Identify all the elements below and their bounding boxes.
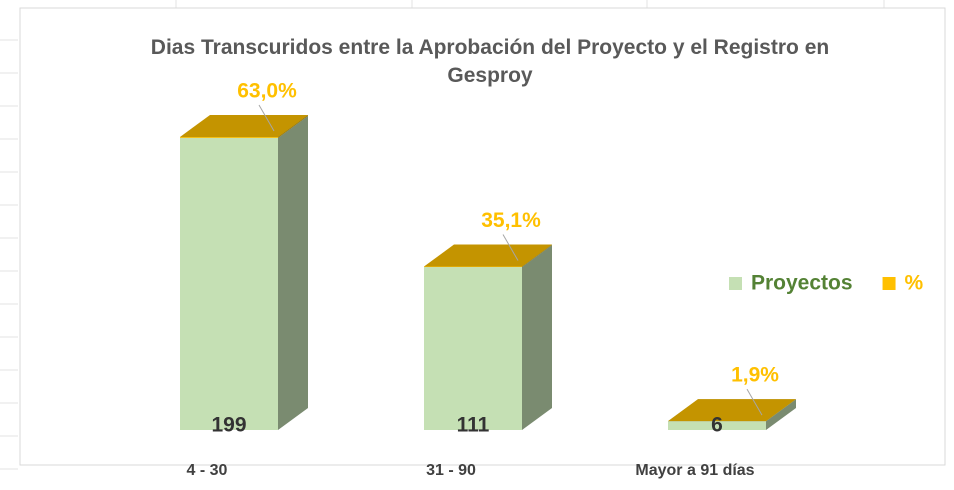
bar-side [522,245,552,430]
x-tick-label: 4 - 30 [187,462,228,479]
legend-swatch [729,277,742,290]
legend-label: % [905,272,924,295]
legend-label: Proyectos [751,272,853,295]
data-label: 111 [457,414,490,437]
chart-border [19,7,946,466]
sheet-grid [0,0,885,470]
data-label: 199 [211,414,246,437]
bar-front [424,267,522,430]
data-label: 35,1% [481,209,541,232]
bar-side [766,399,796,430]
bar-top [180,114,308,137]
bar-side [766,399,796,422]
chart-title: Dias Transcuridos entre la Aprobación de… [150,36,830,87]
bar-front [668,421,766,430]
bar-top [424,244,552,267]
x-tick-label: Mayor a 91 días [635,462,754,479]
bar-front [180,136,278,138]
data-label: 6 [711,414,723,437]
bar-top [668,399,796,422]
legend-swatch [882,277,896,290]
bar-front [180,137,278,431]
data-label: 1,9% [731,364,779,387]
leader-line [502,234,519,261]
leader-line [258,104,275,132]
bar-side [522,244,552,268]
bar-side [278,115,308,431]
bar-side [278,114,308,138]
bar-front [424,266,522,268]
leader-line [746,388,763,416]
x-tick-label: 31 - 90 [426,462,476,479]
data-label: 63,0% [237,79,297,102]
